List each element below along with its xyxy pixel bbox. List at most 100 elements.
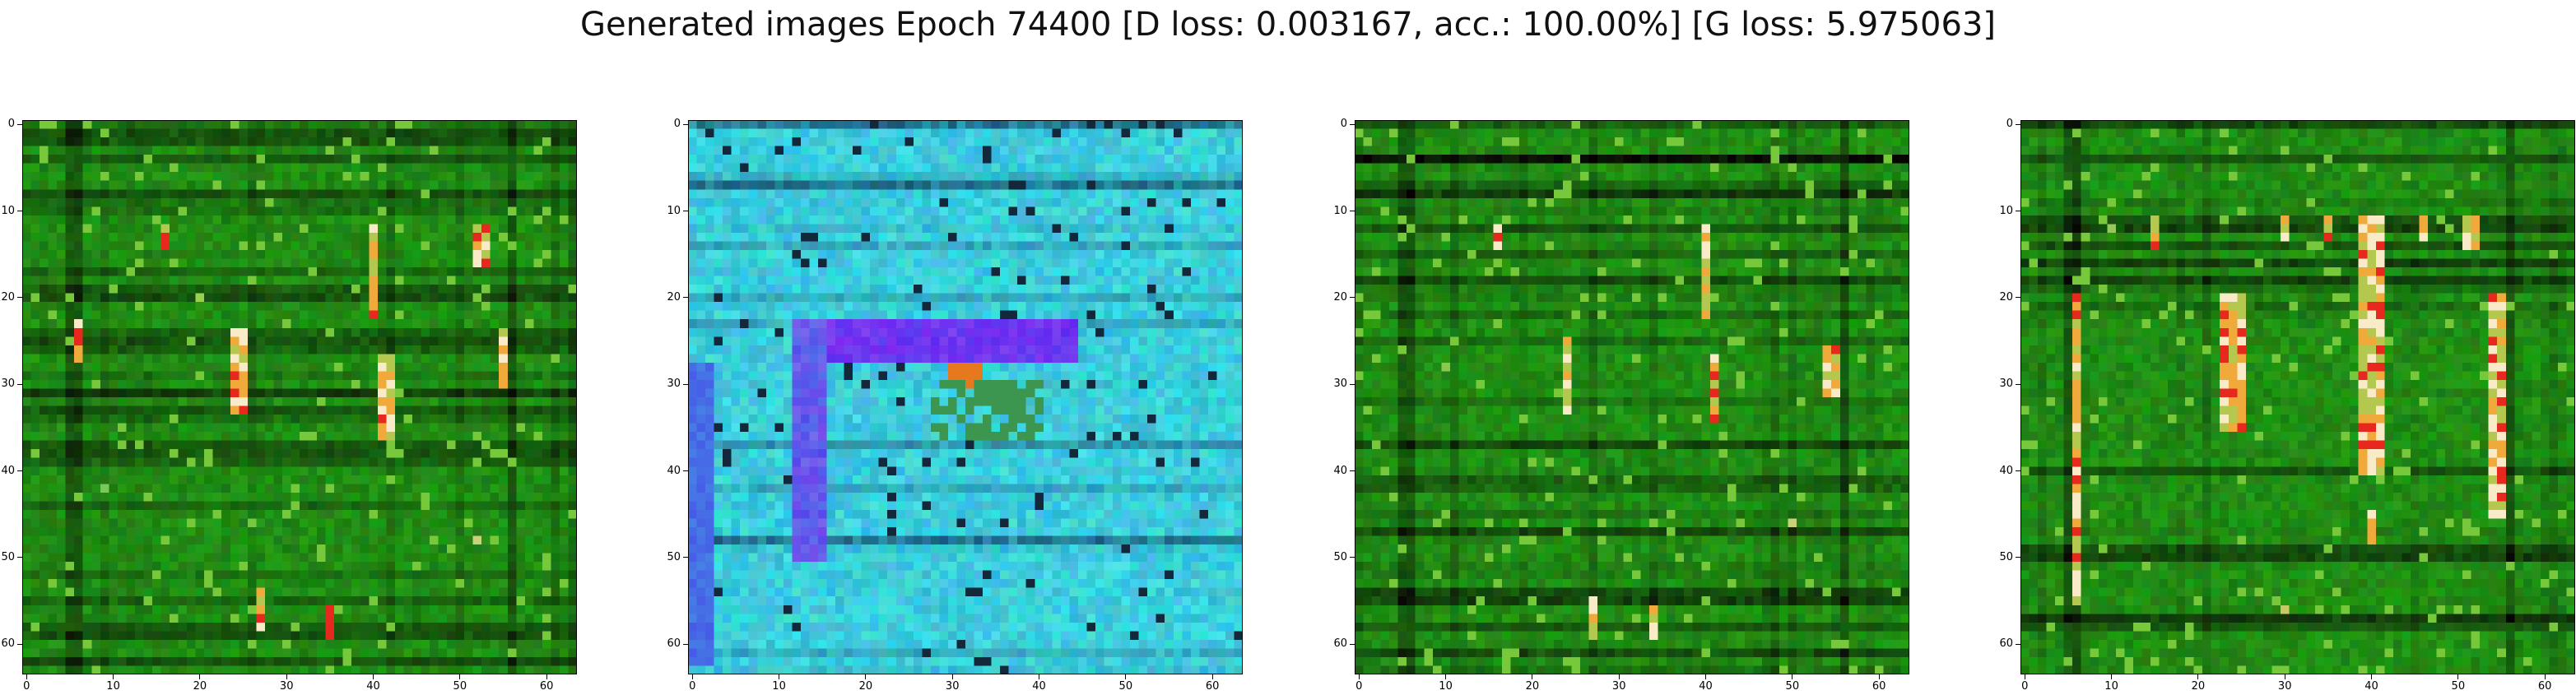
x-tick-mark <box>26 674 27 679</box>
y-tick-mark <box>2016 470 2020 472</box>
y-tick-mark <box>17 557 22 558</box>
y-tick-label: 0 <box>2006 118 2013 131</box>
generated-image-3 <box>1355 120 1909 674</box>
x-tick-label: 30 <box>279 680 294 693</box>
x-tick-mark <box>459 674 461 679</box>
image-panel-1: 0 10 20 30 40 50 60 0 10 20 30 40 50 60 <box>1 118 577 693</box>
y-tick-label: 0 <box>1340 118 1347 131</box>
y-tick-label: 30 <box>1999 378 2013 391</box>
y-tick-label: 10 <box>1 204 15 217</box>
x-tick-label: 20 <box>858 680 873 693</box>
x-tick-mark <box>2457 674 2459 679</box>
x-tick-mark <box>2197 674 2199 679</box>
x-tick-label: 30 <box>2277 680 2292 693</box>
y-tick-label: 60 <box>1 637 15 651</box>
y-tick-mark <box>1350 123 1355 125</box>
image-panel-2: 0 10 20 30 40 50 60 0 10 20 30 40 50 60 <box>667 118 1243 693</box>
y-tick-label: 60 <box>667 637 681 651</box>
generated-image-4 <box>2020 120 2575 674</box>
x-tick-label: 0 <box>23 680 30 693</box>
y-tick-label: 40 <box>1 464 15 477</box>
y-tick-mark <box>683 383 688 385</box>
x-tick-label: 10 <box>1439 680 1453 693</box>
y-tick-mark <box>17 123 22 125</box>
x-tick-mark <box>2544 674 2546 679</box>
y-tick-mark <box>2016 297 2020 299</box>
y-tick-label: 60 <box>1999 637 2013 651</box>
y-tick-label: 50 <box>1999 550 2013 563</box>
x-tick-mark <box>1445 674 1447 679</box>
y-tick-mark <box>683 123 688 125</box>
y-tick-mark <box>17 297 22 299</box>
x-tick-mark <box>1211 674 1213 679</box>
y-tick-label: 30 <box>1 378 15 391</box>
x-tick-label: 60 <box>539 680 554 693</box>
y-tick-label: 50 <box>1 550 15 563</box>
x-tick-mark <box>2371 674 2373 679</box>
y-tick-mark <box>17 470 22 472</box>
x-tick-label: 20 <box>1525 680 1540 693</box>
x-tick-label: 40 <box>366 680 380 693</box>
y-tick-mark <box>2016 643 2020 645</box>
y-tick-mark <box>683 297 688 299</box>
generated-image-1 <box>22 120 577 674</box>
y-tick-mark <box>2016 383 2020 385</box>
y-tick-label: 20 <box>1999 290 2013 303</box>
y-tick-label: 20 <box>1333 290 1347 303</box>
x-tick-label: 50 <box>1118 680 1133 693</box>
y-tick-label: 40 <box>1999 464 2013 477</box>
x-tick-mark <box>951 674 953 679</box>
x-tick-mark <box>1792 674 1793 679</box>
y-tick-label: 40 <box>667 464 681 477</box>
y-tick-label: 10 <box>667 204 681 217</box>
x-tick-label: 0 <box>2021 680 2029 693</box>
x-tick-mark <box>2111 674 2113 679</box>
image-panel-3: 0 10 20 30 40 50 60 0 10 20 30 40 50 60 <box>1333 118 1909 693</box>
x-tick-label: 30 <box>1611 680 1626 693</box>
x-tick-label: 10 <box>106 680 120 693</box>
image-panel-4: 0 10 20 30 40 50 60 0 10 20 30 40 50 60 <box>1999 118 2575 693</box>
y-tick-label: 0 <box>7 118 15 131</box>
y-tick-mark <box>17 643 22 645</box>
y-tick-label: 30 <box>667 378 681 391</box>
y-tick-label: 50 <box>667 550 681 563</box>
x-tick-mark <box>1878 674 1880 679</box>
y-tick-label: 50 <box>1333 550 1347 563</box>
x-tick-label: 20 <box>2191 680 2206 693</box>
x-tick-mark <box>199 674 201 679</box>
y-tick-label: 20 <box>667 290 681 303</box>
x-tick-mark <box>1618 674 1620 679</box>
x-tick-mark <box>373 674 374 679</box>
x-tick-label: 10 <box>2104 680 2118 693</box>
y-tick-mark <box>17 383 22 385</box>
x-tick-label: 40 <box>1032 680 1046 693</box>
x-tick-mark <box>286 674 287 679</box>
y-tick-mark <box>683 643 688 645</box>
x-tick-label: 40 <box>1699 680 1713 693</box>
x-tick-mark <box>113 674 114 679</box>
y-tick-mark <box>1350 643 1355 645</box>
y-tick-mark <box>683 470 688 472</box>
x-tick-label: 20 <box>193 680 207 693</box>
x-tick-label: 0 <box>689 680 696 693</box>
x-tick-label: 30 <box>945 680 960 693</box>
y-tick-label: 10 <box>1333 204 1347 217</box>
x-tick-mark <box>546 674 547 679</box>
y-tick-label: 40 <box>1333 464 1347 477</box>
y-tick-mark <box>2016 557 2020 558</box>
y-tick-mark <box>1350 470 1355 472</box>
y-tick-mark <box>1350 557 1355 558</box>
x-tick-label: 0 <box>1355 680 1363 693</box>
y-tick-mark <box>2016 123 2020 125</box>
x-tick-mark <box>1358 674 1360 679</box>
x-tick-mark <box>865 674 867 679</box>
x-tick-label: 50 <box>453 680 467 693</box>
generated-image-2 <box>688 120 1243 674</box>
x-tick-label: 60 <box>1872 680 1886 693</box>
y-tick-label: 60 <box>1333 637 1347 651</box>
y-tick-label: 0 <box>673 118 681 131</box>
y-tick-mark <box>683 557 688 558</box>
y-tick-mark <box>1350 297 1355 299</box>
x-tick-mark <box>1125 674 1127 679</box>
figure-title: Generated images Epoch 74400 [D loss: 0.… <box>579 6 1997 44</box>
